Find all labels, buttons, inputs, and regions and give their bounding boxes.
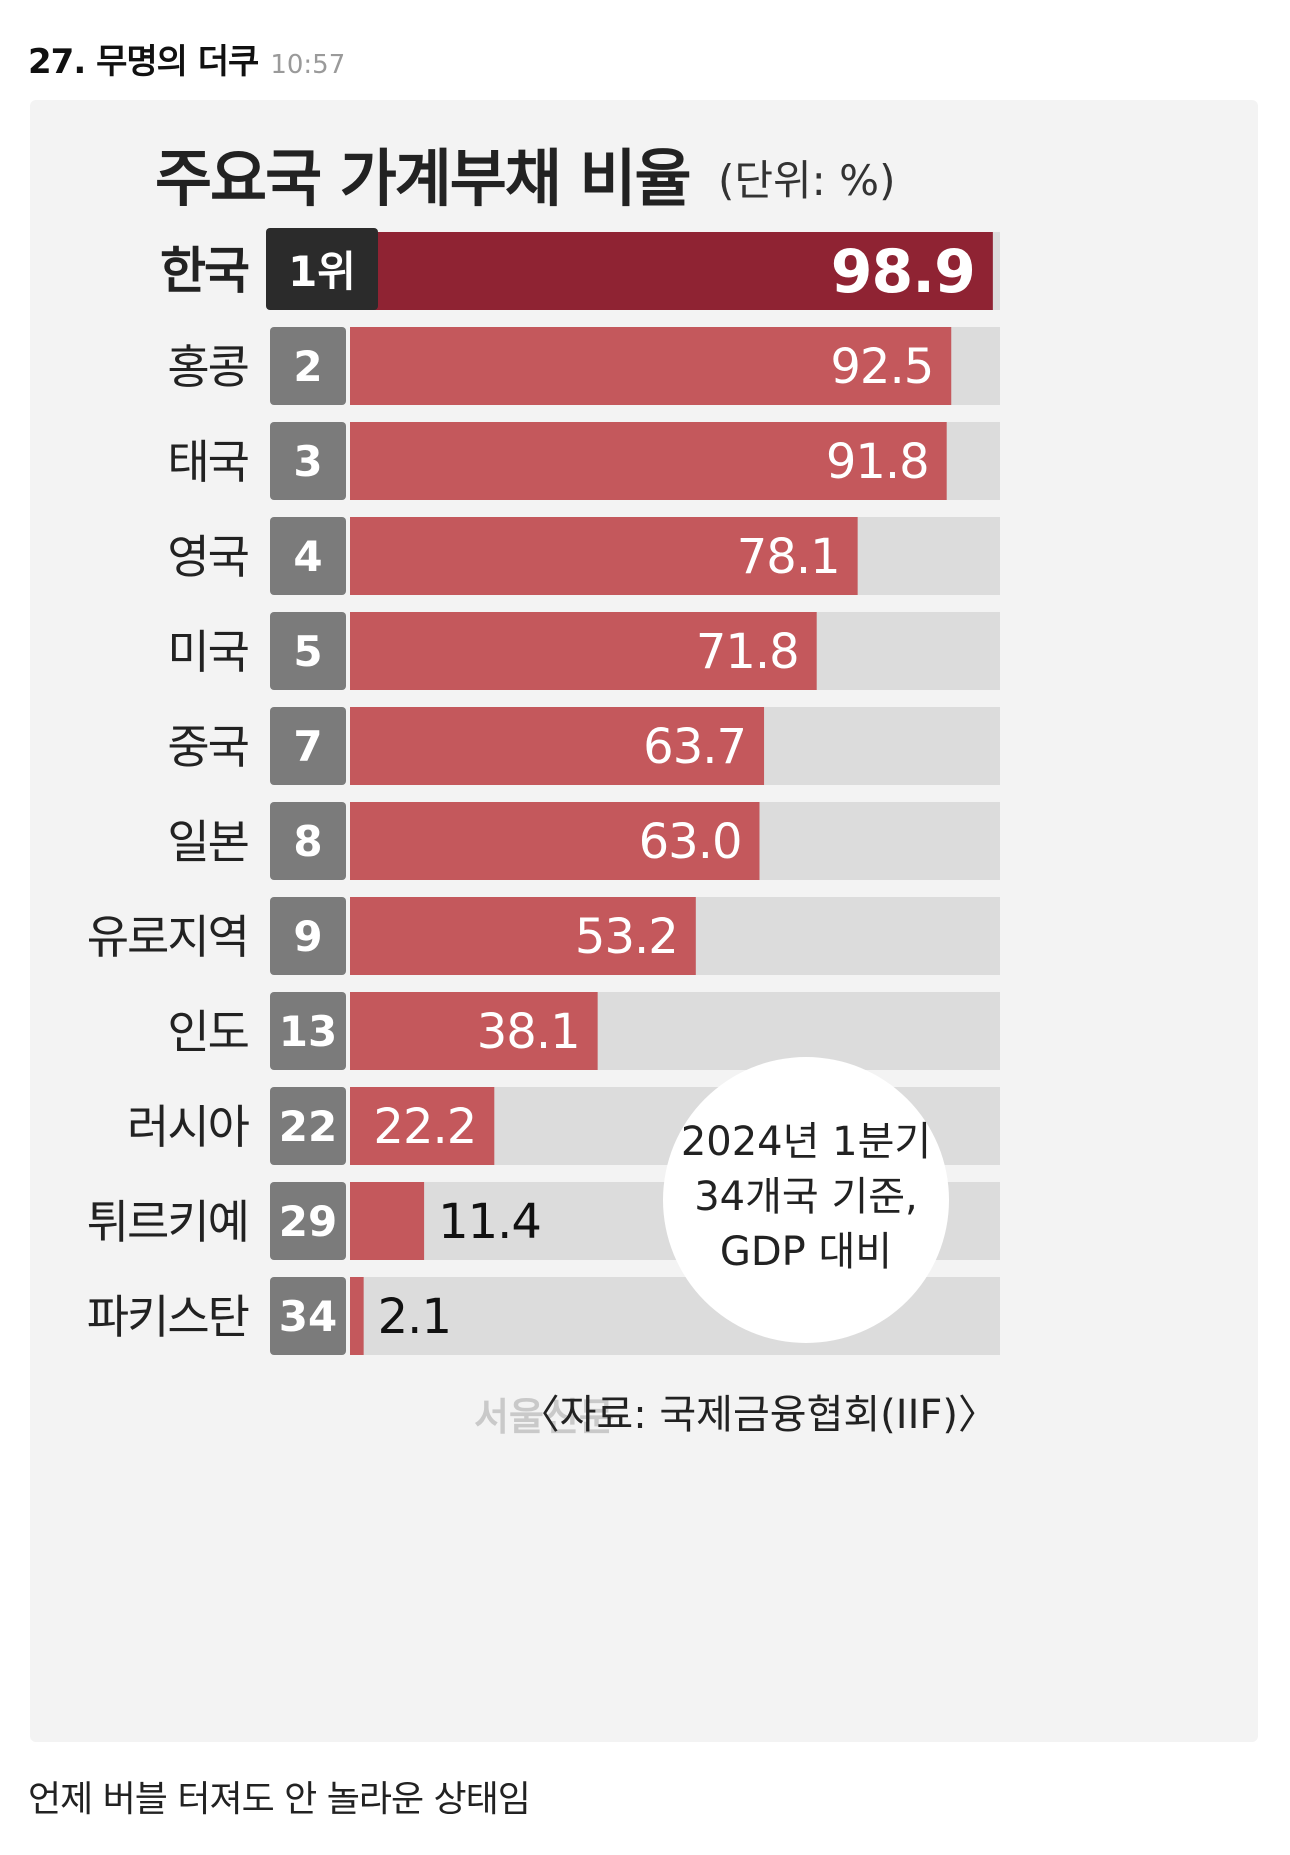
value-label: 78.1: [737, 529, 840, 585]
rank-label: 3: [293, 437, 322, 486]
country-label: 파키스탄: [87, 1290, 249, 1344]
rank-badge: [270, 1087, 346, 1165]
bar: [350, 992, 598, 1070]
rank-badge: [270, 992, 346, 1070]
rank-badge: [270, 1182, 346, 1260]
bar: [350, 612, 817, 690]
chart-card: 주요국 가계부채 비율 (단위: %) 1위 한국 98.9 2 홍콩 92.5 3 태국 91…: [30, 100, 1258, 1742]
post-time: 10:57: [270, 50, 346, 80]
bar: [350, 897, 696, 975]
post-author[interactable]: 27. 무명의 더쿠: [28, 42, 259, 82]
country-label: 튀르키예: [87, 1195, 248, 1249]
rank-label: 2: [293, 342, 322, 391]
bar-row: 8 일본 63.0: [167, 802, 1000, 880]
value-label: 98.9: [831, 237, 975, 307]
rank-label: 7: [293, 722, 322, 771]
value-label: 91.8: [826, 434, 929, 490]
note-bubble: 2024년 1분기 34개국 기준, GDP 대비: [663, 1057, 949, 1343]
bar-row: 13 인도 38.1: [167, 992, 1000, 1070]
bar-row: 9 유로지역 53.2: [87, 897, 1000, 975]
bar: [350, 422, 947, 500]
rank-label: 5: [293, 627, 322, 676]
bar: [350, 1277, 364, 1355]
bar-row: 1위 한국 98.9: [160, 228, 1000, 310]
value-label: 2.1: [378, 1289, 451, 1345]
rank-badge: [270, 802, 346, 880]
rank-badge: [270, 327, 346, 405]
rank-label: 29: [279, 1197, 337, 1246]
value-label: 22.2: [373, 1099, 476, 1155]
chart-unit: (단위: %): [718, 156, 895, 205]
bar-row: 2 홍콩 92.5: [167, 327, 1000, 405]
value-label: 63.7: [643, 719, 746, 775]
rank-badge: [270, 897, 346, 975]
country-label: 한국: [160, 242, 249, 300]
rank-badge: [270, 422, 346, 500]
comment-text: 언제 버블 터져도 안 놀라운 상태임: [28, 1779, 531, 1820]
value-label: 63.0: [639, 814, 742, 870]
bar: [350, 1182, 425, 1260]
note-line-1: 2024년 1분기: [681, 1119, 931, 1165]
rank-label: 9: [293, 912, 322, 961]
rank-label: 22: [279, 1102, 337, 1151]
note-line-3: GDP 대비: [720, 1229, 892, 1275]
country-label: 유로지역: [87, 910, 248, 964]
country-label: 중국: [167, 720, 248, 774]
country-label: 일본: [167, 815, 248, 869]
rank-badge: [266, 228, 378, 310]
country-label: 영국: [167, 530, 248, 584]
bar: [350, 327, 952, 405]
bar-row: 7 중국 63.7: [167, 707, 1000, 785]
value-label: 53.2: [575, 909, 678, 965]
rank-badge: [270, 1277, 346, 1355]
source-note: 〈자료: 국제금융협회(IIF)〉: [520, 1392, 998, 1438]
country-label: 러시아: [127, 1100, 250, 1154]
rank-label: 4: [293, 532, 322, 581]
rank-badge: [270, 707, 346, 785]
country-label: 태국: [167, 435, 248, 489]
country-label: 미국: [167, 625, 248, 679]
bar: [350, 232, 993, 310]
rank-label: 1위: [288, 247, 356, 296]
rank-badge: [270, 612, 346, 690]
bar: [350, 1087, 495, 1165]
bar: [350, 802, 760, 880]
value-label: 11.4: [438, 1194, 541, 1250]
note-line-2: 34개국 기준,: [694, 1174, 918, 1220]
bar-row: 4 영국 78.1: [167, 517, 1000, 595]
value-label: 92.5: [830, 339, 933, 395]
watermark-logo: 서울신문: [474, 1395, 614, 1439]
bar-row: 3 태국 91.8: [167, 422, 1000, 500]
bar-row: 5 미국 71.8: [167, 612, 1000, 690]
chart-title: 주요국 가계부채 비율: [155, 142, 690, 215]
rank-label: 13: [279, 1007, 337, 1056]
value-label: 71.8: [696, 624, 799, 680]
bar: [350, 707, 765, 785]
bar: [350, 517, 858, 595]
rank-label: 8: [293, 817, 322, 866]
rank-badge: [270, 517, 346, 595]
post-header: 27. 무명의 더쿠 10:57: [28, 34, 345, 84]
bar-rows: 1위 한국 98.9 2 홍콩 92.5 3 태국 91.8 4 영국 78.1 5 미국 71.8 7 중국 6…: [87, 228, 1000, 1355]
rank-label: 34: [279, 1292, 337, 1341]
value-label: 38.1: [477, 1004, 580, 1060]
country-label: 홍콩: [167, 340, 248, 394]
note-circle: [663, 1057, 949, 1343]
country-label: 인도: [167, 1005, 248, 1059]
